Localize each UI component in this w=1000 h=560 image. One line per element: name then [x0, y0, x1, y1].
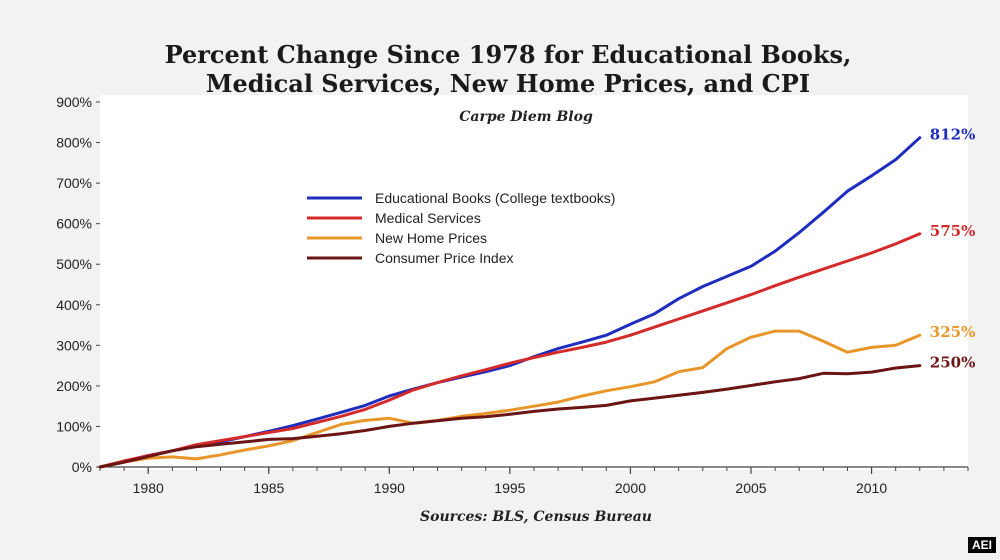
x-tick-label: 2010 [856, 480, 887, 496]
legend: Educational Books (College textbooks) Med… [307, 190, 615, 266]
x-tick-label: 1995 [494, 480, 525, 496]
y-tick-label: 100% [56, 418, 92, 434]
y-tick-label: 500% [56, 256, 92, 272]
series-line-2 [98, 329, 922, 469]
chart-subtitle: Carpe Diem Blog [459, 109, 593, 125]
y-tick-label: 900% [56, 94, 92, 110]
series-line-3 [98, 364, 922, 469]
y-tick-label: 700% [56, 175, 92, 191]
series-lines [98, 136, 922, 469]
chart-source: Sources: BLS, Census Bureau [420, 509, 652, 525]
aei-logo: AEI [967, 537, 996, 553]
legend-label-3: Consumer Price Index [375, 250, 514, 266]
legend-label-0: Educational Books (College textbooks) [375, 190, 615, 206]
y-tick-label: 400% [56, 297, 92, 313]
plot-area [100, 95, 968, 470]
axes: 0% 100% 200% 300% 400% 500% 600% 700% 800% 900% 19… [56, 94, 969, 496]
end-labels: 812% 575% 325% 250% [930, 126, 976, 372]
y-tick-label: 200% [56, 378, 92, 394]
x-tick-label: 1980 [133, 480, 164, 496]
end-label-1: 575% [930, 222, 976, 240]
y-tick-label: 600% [56, 216, 92, 232]
x-tick-label: 2005 [735, 480, 766, 496]
end-label-0: 812% [930, 126, 976, 144]
x-tick-label: 2000 [615, 480, 646, 496]
x-tick-label: 1990 [374, 480, 405, 496]
x-tick-label: 1985 [253, 480, 284, 496]
legend-label-2: New Home Prices [375, 230, 487, 246]
end-label-3: 250% [930, 354, 976, 372]
y-tick-label: 800% [56, 135, 92, 151]
legend-label-1: Medical Services [375, 210, 481, 226]
y-tick-label: 300% [56, 337, 92, 353]
chart-title-line1: Percent Change Since 1978 for Educationa… [165, 40, 852, 69]
end-label-2: 325% [930, 323, 976, 341]
series-line-1 [98, 232, 922, 469]
chart-title-line2: Medical Services, New Home Prices, and C… [206, 69, 810, 98]
y-tick-label: 0% [72, 459, 92, 475]
